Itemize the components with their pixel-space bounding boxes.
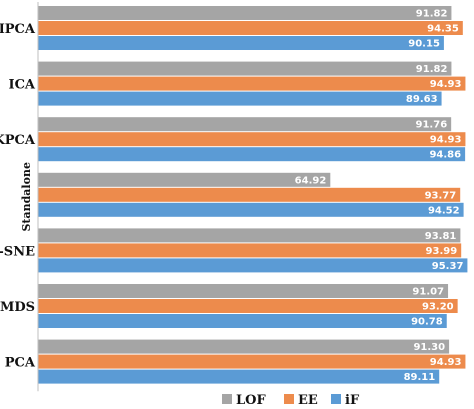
value-label-pca-lof: 91.30 bbox=[413, 342, 445, 353]
value-label-t-sne-lof: 93.81 bbox=[425, 231, 457, 242]
bar-pca-lof bbox=[38, 339, 450, 354]
value-label-kpca-ee: 94.93 bbox=[430, 135, 462, 146]
bar-mds-if bbox=[38, 314, 447, 328]
value-label-ipca-if: 90.15 bbox=[408, 39, 440, 50]
value-label-t-sne-ee: 93.99 bbox=[426, 246, 458, 257]
bar-kpca-if bbox=[38, 147, 466, 162]
category-label-standalone: Standalone bbox=[20, 162, 33, 231]
legend-label-ee: EE bbox=[298, 393, 318, 408]
value-label-kpca-if: 94.86 bbox=[429, 150, 461, 161]
category-label-ica: ICA bbox=[8, 78, 35, 93]
bar-t-sne-lof bbox=[38, 228, 461, 243]
legend-swatch-if bbox=[331, 394, 341, 404]
category-label-pca: PCA bbox=[5, 356, 36, 371]
bar-t-sne-ee bbox=[38, 243, 462, 258]
bar-standalone-if bbox=[38, 202, 464, 217]
bar-ipca-ee bbox=[38, 21, 463, 35]
bar-pca-ee bbox=[38, 354, 466, 369]
bars-layer bbox=[38, 6, 468, 384]
value-label-pca-if: 89.11 bbox=[404, 372, 436, 383]
bar-t-sne-if bbox=[38, 258, 468, 273]
value-label-standalone-ee: 93.77 bbox=[425, 190, 457, 201]
legend-label-lof: LOF bbox=[236, 393, 266, 408]
value-label-t-sne-if: 95.37 bbox=[432, 261, 464, 272]
bar-ica-if bbox=[38, 91, 442, 106]
legend-swatch-ee bbox=[284, 394, 294, 404]
category-label-mds: MDS bbox=[0, 300, 35, 315]
value-label-ipca-ee: 94.35 bbox=[427, 24, 459, 35]
bar-mds-lof bbox=[38, 284, 449, 298]
value-label-kpca-lof: 91.76 bbox=[416, 120, 448, 131]
bar-kpca-lof bbox=[38, 117, 452, 132]
labels-layer: 91.82 94.35 90.15 IPCA 91.82 94.93 89.63 ICA 91.… bbox=[0, 9, 463, 384]
bar-kpca-ee bbox=[38, 132, 466, 147]
bar-ica-lof bbox=[38, 61, 452, 76]
category-label-ipca: IPCA bbox=[0, 22, 36, 37]
bar-ipca-lof bbox=[38, 6, 452, 20]
bar-ipca-if bbox=[38, 36, 444, 50]
value-label-mds-if: 90.78 bbox=[411, 317, 443, 328]
value-label-pca-ee: 94.93 bbox=[430, 357, 462, 368]
category-label-kpca: KPCA bbox=[0, 133, 36, 148]
bar-ica-ee bbox=[38, 76, 466, 91]
bar-standalone-lof bbox=[38, 172, 331, 187]
value-label-standalone-if: 94.52 bbox=[428, 205, 460, 216]
legend: LOF EE iF bbox=[222, 393, 360, 408]
legend-swatch-lof bbox=[222, 394, 232, 404]
value-label-ica-lof: 91.82 bbox=[416, 64, 448, 75]
bar-mds-ee bbox=[38, 299, 458, 313]
category-label-t-sne: t-SNE bbox=[0, 244, 35, 259]
value-label-ipca-lof: 91.82 bbox=[416, 9, 448, 20]
bar-pca-if bbox=[38, 369, 440, 384]
value-label-mds-ee: 93.20 bbox=[422, 302, 454, 313]
value-label-ica-if: 89.63 bbox=[406, 94, 438, 105]
legend-label-if: iF bbox=[345, 393, 360, 408]
value-label-standalone-lof: 64.92 bbox=[295, 175, 327, 186]
bar-standalone-ee bbox=[38, 187, 461, 202]
value-label-ica-ee: 94.93 bbox=[430, 79, 462, 90]
value-label-mds-lof: 91.07 bbox=[412, 287, 444, 298]
